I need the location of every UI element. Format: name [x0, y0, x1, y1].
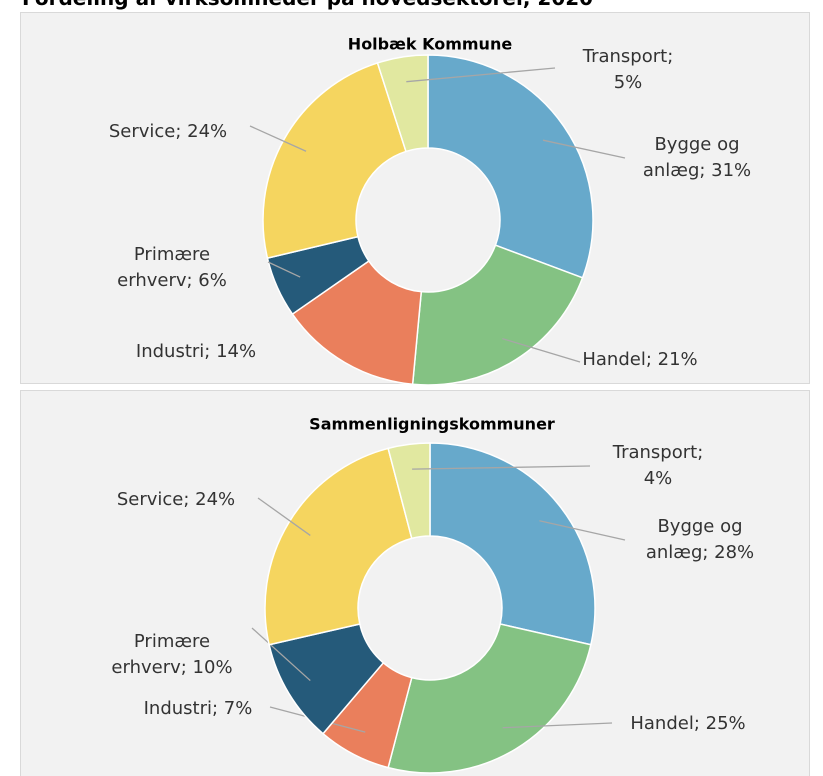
donut-slice [427, 54, 594, 279]
leader-line [502, 722, 613, 729]
data-label: Service; 24% [108, 120, 228, 142]
leader-line [249, 125, 307, 152]
data-label: Bygge og anlæg; 31% [642, 133, 752, 181]
data-label: Primære erhverv; 6% [117, 243, 227, 291]
donut-slice [262, 61, 407, 260]
donut-slice [411, 244, 584, 386]
leader-line [542, 139, 626, 159]
donut-slice [387, 442, 431, 540]
data-label: Handel; 25% [630, 712, 746, 734]
chart-title: Holbæk Kommune [348, 35, 513, 54]
data-label: Primære erhverv; 10% [111, 630, 233, 678]
leader-line [257, 497, 311, 536]
data-label: Industri; 14% [135, 340, 257, 362]
donut-slice [264, 447, 413, 646]
data-label: Transport; 4% [612, 441, 704, 489]
leader-line [406, 67, 556, 83]
leader-line [267, 261, 301, 278]
chart-title: Sammenligningskommuner [309, 415, 555, 434]
data-label: Transport; 5% [582, 45, 674, 93]
main-title: Fordeling af virksomheder på hovedsektor… [22, 0, 593, 10]
data-label: Service; 24% [116, 488, 236, 510]
data-label: Handel; 21% [582, 348, 698, 370]
leader-line [502, 338, 581, 363]
donut-slice [387, 623, 592, 774]
donut-slice [376, 54, 429, 153]
data-label: Industri; 7% [143, 697, 253, 719]
donut-slice [429, 442, 596, 646]
data-label: Bygge og anlæg; 28% [645, 515, 755, 563]
leader-line [251, 627, 311, 682]
leader-line [412, 465, 591, 470]
leader-line [539, 520, 626, 541]
